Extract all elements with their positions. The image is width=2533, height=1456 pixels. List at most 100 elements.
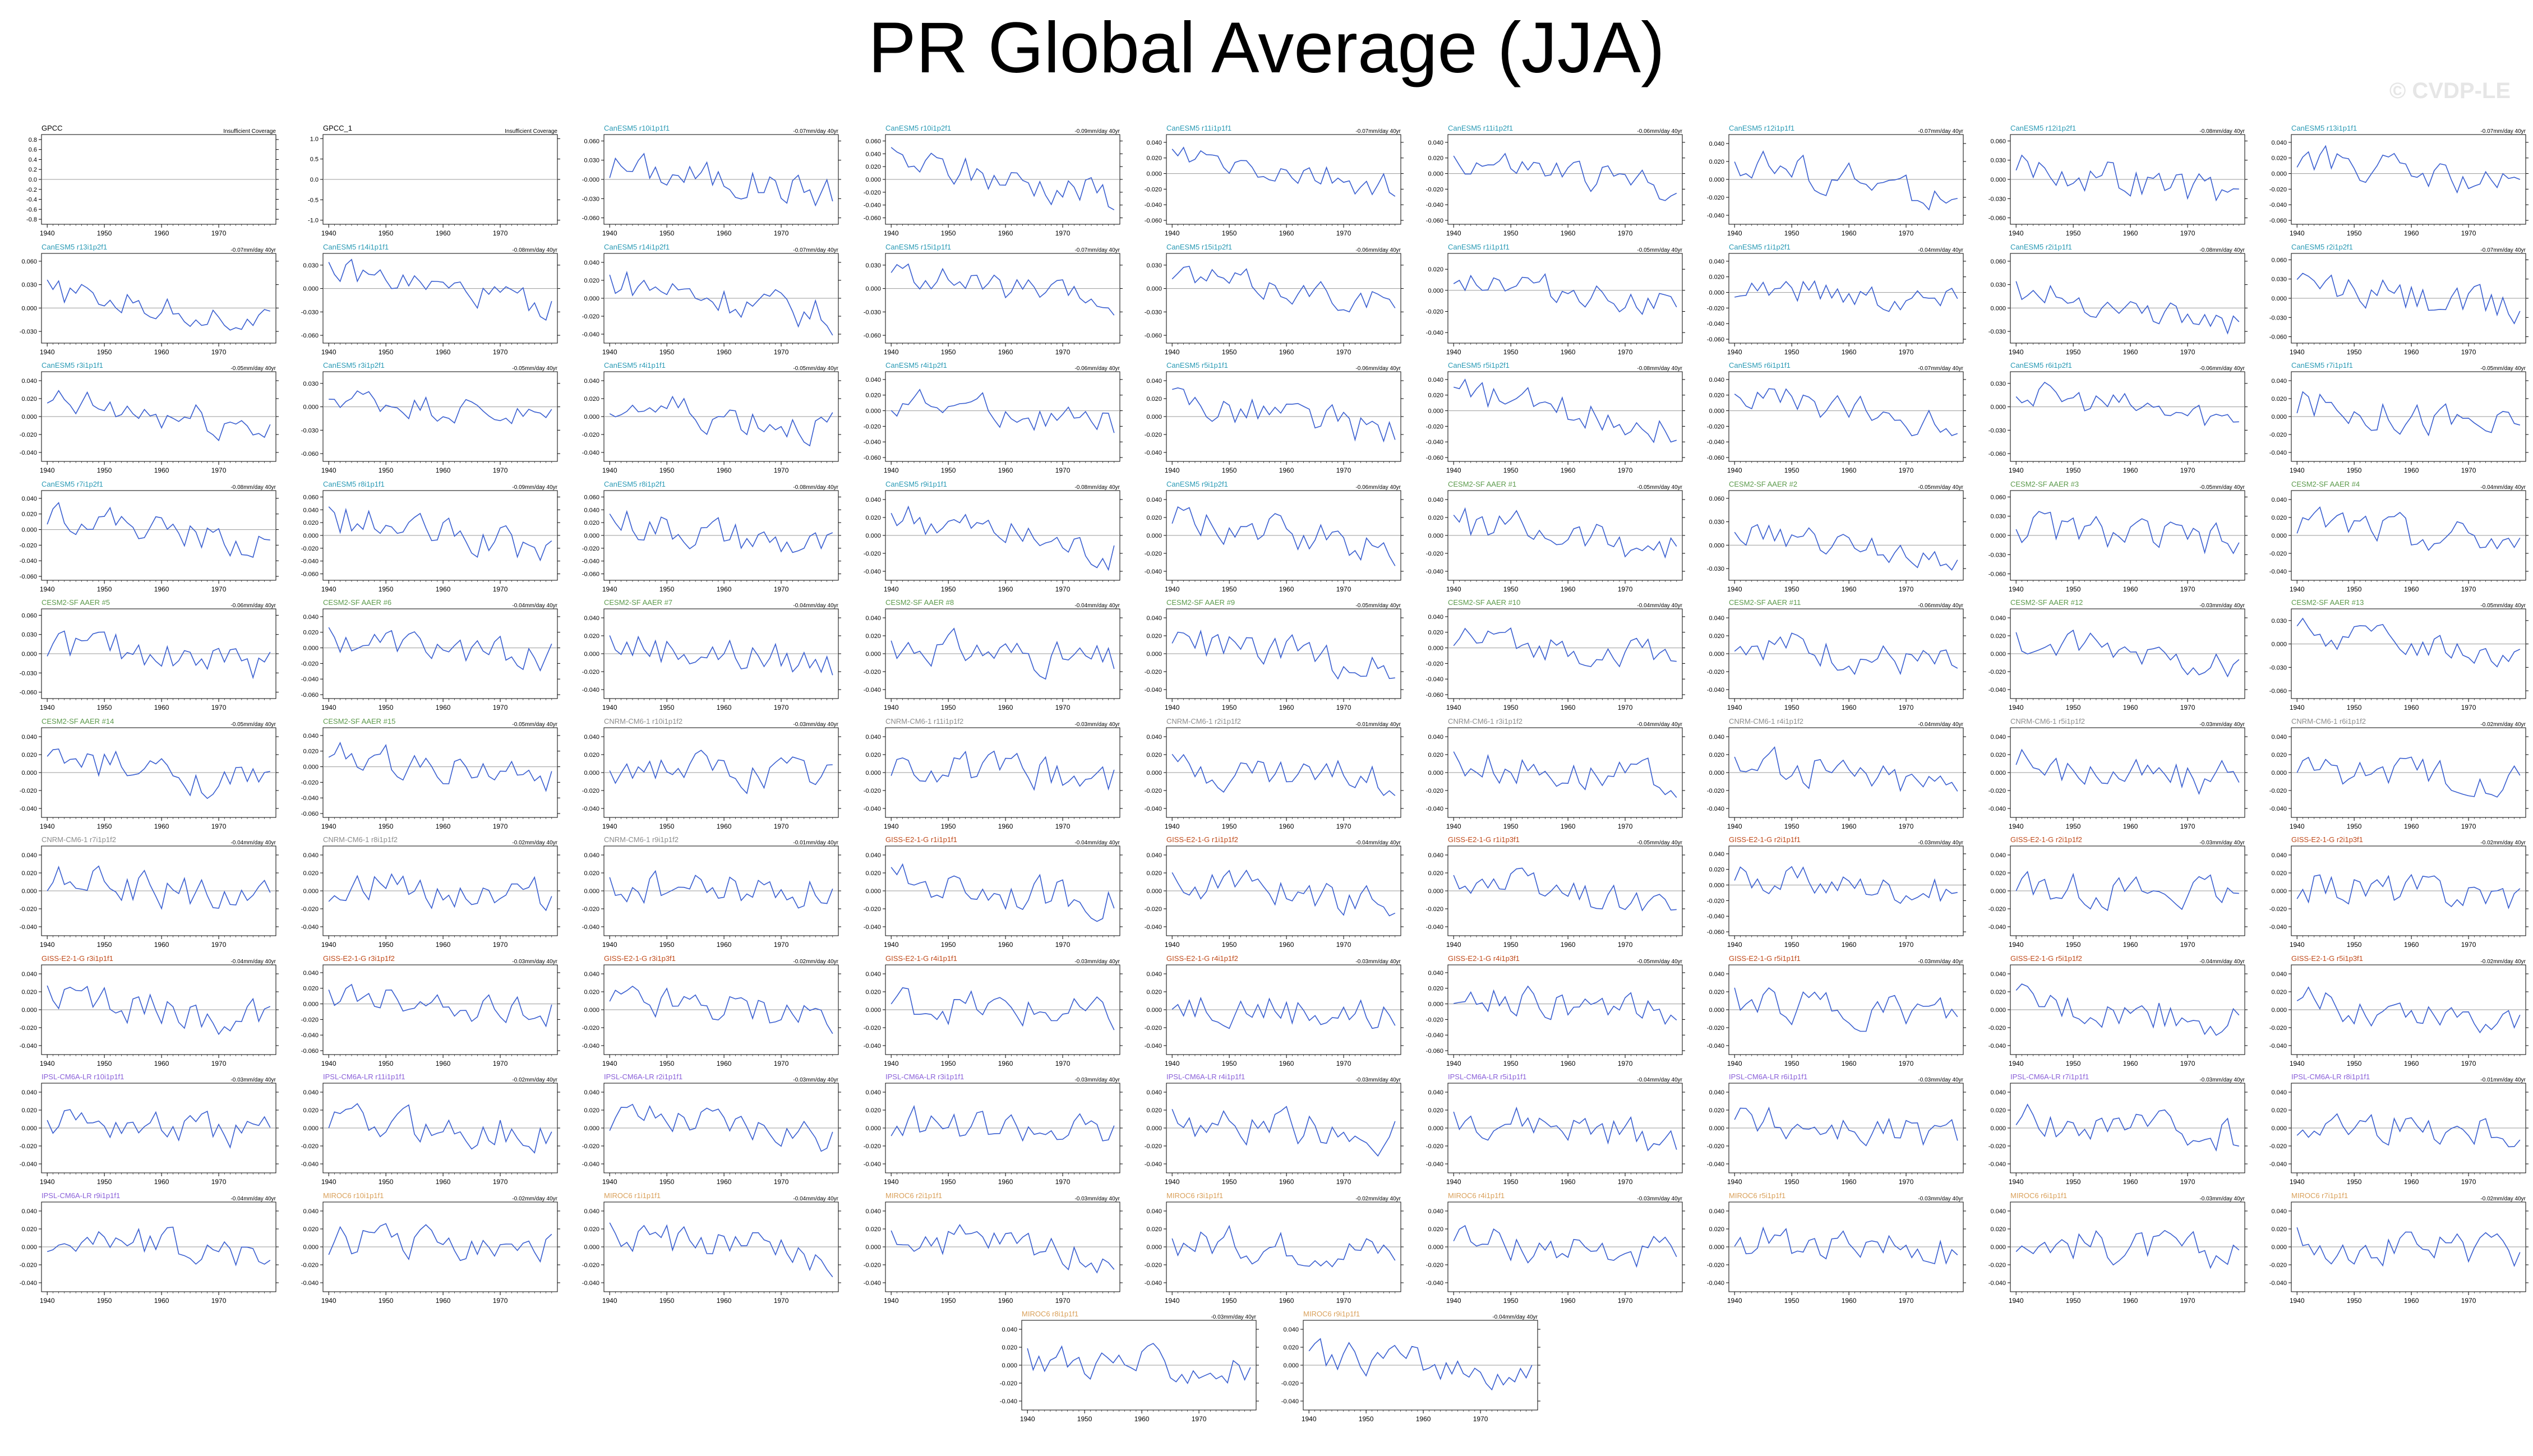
y-tick-label: -0.040 [2269, 806, 2287, 812]
y-tick-label: -0.020 [1707, 423, 1724, 430]
series-line [1171, 996, 1396, 1029]
y-tick-label: -0.040 [20, 1161, 37, 1168]
panel-trend: -0.04mm/day 40yr [1637, 603, 1682, 609]
panel-chart: CNRM-CM6-1 r10i1p1f2 -0.03mm/day 40yr 0.04… [582, 717, 841, 830]
x-tick-label: 1970 [2461, 704, 2476, 711]
y-tick-label: -0.040 [1145, 687, 1162, 694]
series-line [1171, 506, 1396, 566]
series-line [609, 870, 833, 909]
x-tick-label: 1940 [2008, 822, 2023, 830]
y-tick-label: 0.040 [584, 971, 599, 978]
x-tick-label: 1940 [883, 585, 898, 593]
panel-trend: -0.09mm/day 40yr [512, 484, 557, 491]
x-tick-label: 1940 [1727, 1060, 1742, 1067]
panel-chart: CanESM5 r6i1p2f1 -0.06mm/day 40yr 0.030 0.0… [1988, 361, 2248, 474]
x-tick-label: 1960 [2123, 1060, 2138, 1067]
y-tick-label: -0.040 [582, 924, 599, 931]
series-line [1453, 627, 1677, 668]
x-tick-label: 1950 [1503, 941, 1518, 949]
series-line [1453, 985, 1677, 1025]
y-tick-label: 0.040 [1990, 734, 2006, 741]
x-tick-label: 1970 [1617, 704, 1632, 711]
panel-chart: IPSL-CM6A-LR r2i1p1f1 -0.03mm/day 40yr 0.0… [582, 1073, 841, 1186]
y-tick-label: -0.040 [301, 795, 318, 802]
series-line [1734, 388, 1958, 437]
x-tick-label: 1970 [774, 941, 789, 949]
series-line [1171, 265, 1396, 312]
panel-title: CNRM-CM6-1 r11i1p1f2 [885, 717, 963, 725]
y-tick-label: -0.060 [301, 692, 318, 699]
panel-trend: -0.04mm/day 40yr [793, 603, 838, 609]
series-line [1453, 507, 1677, 558]
y-tick-label: -0.040 [1707, 913, 1724, 920]
y-tick-label: 0.040 [1990, 971, 2006, 978]
panel-trend: -0.05mm/day 40yr [2199, 484, 2245, 491]
y-tick-label: 0.060 [865, 138, 881, 145]
y-tick-label: -0.040 [1425, 1032, 1443, 1039]
plot-frame [1166, 134, 1401, 225]
y-tick-label: 0.040 [303, 1089, 319, 1096]
y-tick-label: 0.020 [584, 870, 599, 877]
panel-title: CNRM-CM6-1 r10i1p1f2 [604, 717, 682, 725]
x-tick-label: 1970 [211, 229, 227, 237]
x-tick-label: 1950 [1784, 941, 1800, 949]
series-line [328, 873, 552, 912]
panel-trend: -0.08mm/day 40yr [512, 247, 557, 253]
y-tick-label: 0.000 [1146, 414, 1162, 420]
panel-chart: CanESM5 r13i1p1f1 -0.07mm/day 40yr 0.040 0.… [2269, 124, 2529, 237]
x-tick-label: 1970 [1055, 348, 1070, 356]
y-tick-label: -0.020 [20, 788, 37, 794]
x-tick-label: 1940 [602, 229, 617, 237]
x-tick-label: 1940 [2008, 704, 2023, 711]
panel-title: IPSL-CM6A-LR r2i1p1f1 [604, 1073, 682, 1081]
y-tick-label: 0.000 [1990, 770, 2006, 776]
panel-title: CESM2-SF AAER #10 [1448, 598, 1520, 607]
x-tick-label: 1970 [774, 822, 789, 830]
panel-chart: CESM2-SF AAER #7 -0.04mm/day 40yr 0.040 0.0… [582, 598, 841, 711]
y-tick-label: 0.030 [584, 158, 599, 164]
x-tick-label: 1940 [1446, 822, 1461, 830]
y-tick-label: 0.000 [1428, 287, 1443, 294]
y-tick-label: -0.030 [1145, 309, 1162, 316]
x-tick-label: 1960 [717, 1178, 732, 1186]
panel-title: CESM2-SF AAER #4 [2291, 480, 2360, 488]
panel-title: CanESM5 r6i1p2f1 [2010, 361, 2072, 369]
x-tick-label: 1970 [492, 941, 507, 949]
y-tick-label: 0.000 [303, 533, 319, 539]
plot-frame [41, 253, 276, 343]
panel-chart: GISS-E2-1-G r4i1p1f2 -0.03mm/day 40yr 0.04… [1145, 954, 1404, 1067]
y-tick-label: 0.040 [584, 260, 599, 266]
y-tick-label: 0.000 [21, 651, 37, 658]
panel-chart: CNRM-CM6-1 r11i1p1f2 -0.03mm/day 40yr 0.04… [863, 717, 1123, 830]
x-tick-label: 1960 [717, 704, 732, 711]
x-tick-label: 1960 [1842, 941, 1857, 949]
y-tick-label: 0.020 [1709, 752, 1724, 759]
y-tick-label: 0.040 [865, 1089, 881, 1096]
panel-trend: -0.01mm/day 40yr [793, 840, 838, 846]
y-tick-label: -0.040 [301, 1161, 318, 1168]
y-tick-label: -0.060 [1988, 451, 2005, 457]
panel-chart: CanESM5 r8i1p2f1 -0.08mm/day 40yr 0.060 0.0… [582, 480, 841, 593]
panel-chart: CanESM5 r7i1p2f1 -0.08mm/day 40yr 0.040 0.0… [20, 480, 279, 593]
panel-title: CanESM5 r9i1p1f1 [885, 480, 947, 488]
x-tick-label: 1950 [1503, 348, 1518, 356]
panel-title: CESM2-SF AAER #5 [41, 598, 110, 607]
y-tick-label: 0.060 [1990, 258, 2006, 265]
x-tick-label: 1970 [1336, 466, 1351, 474]
x-tick-label: 1940 [321, 466, 336, 474]
x-tick-label: 1960 [435, 704, 450, 711]
y-tick-label: 0.020 [21, 752, 37, 759]
x-tick-label: 1950 [2065, 466, 2080, 474]
x-tick-label: 1950 [659, 822, 675, 830]
x-tick-label: 1950 [2065, 1060, 2080, 1067]
series-line [891, 147, 1114, 210]
panel-trend: -0.03mm/day 40yr [1918, 840, 1963, 846]
x-tick-label: 1960 [1560, 348, 1575, 356]
y-tick-label: 0.020 [584, 520, 599, 526]
panel-chart: CESM2-SF AAER #10 -0.04mm/day 40yr 0.040 0.… [1425, 598, 1685, 711]
x-tick-label: 1950 [2347, 466, 2362, 474]
panel-chart: CanESM5 r1i1p1f1 -0.05mm/day 40yr 0.020 0.0… [1425, 243, 1685, 356]
x-tick-label: 1940 [40, 704, 55, 711]
x-tick-label: 1940 [1165, 466, 1180, 474]
panel-trend: -0.06mm/day 40yr [2199, 366, 2245, 372]
